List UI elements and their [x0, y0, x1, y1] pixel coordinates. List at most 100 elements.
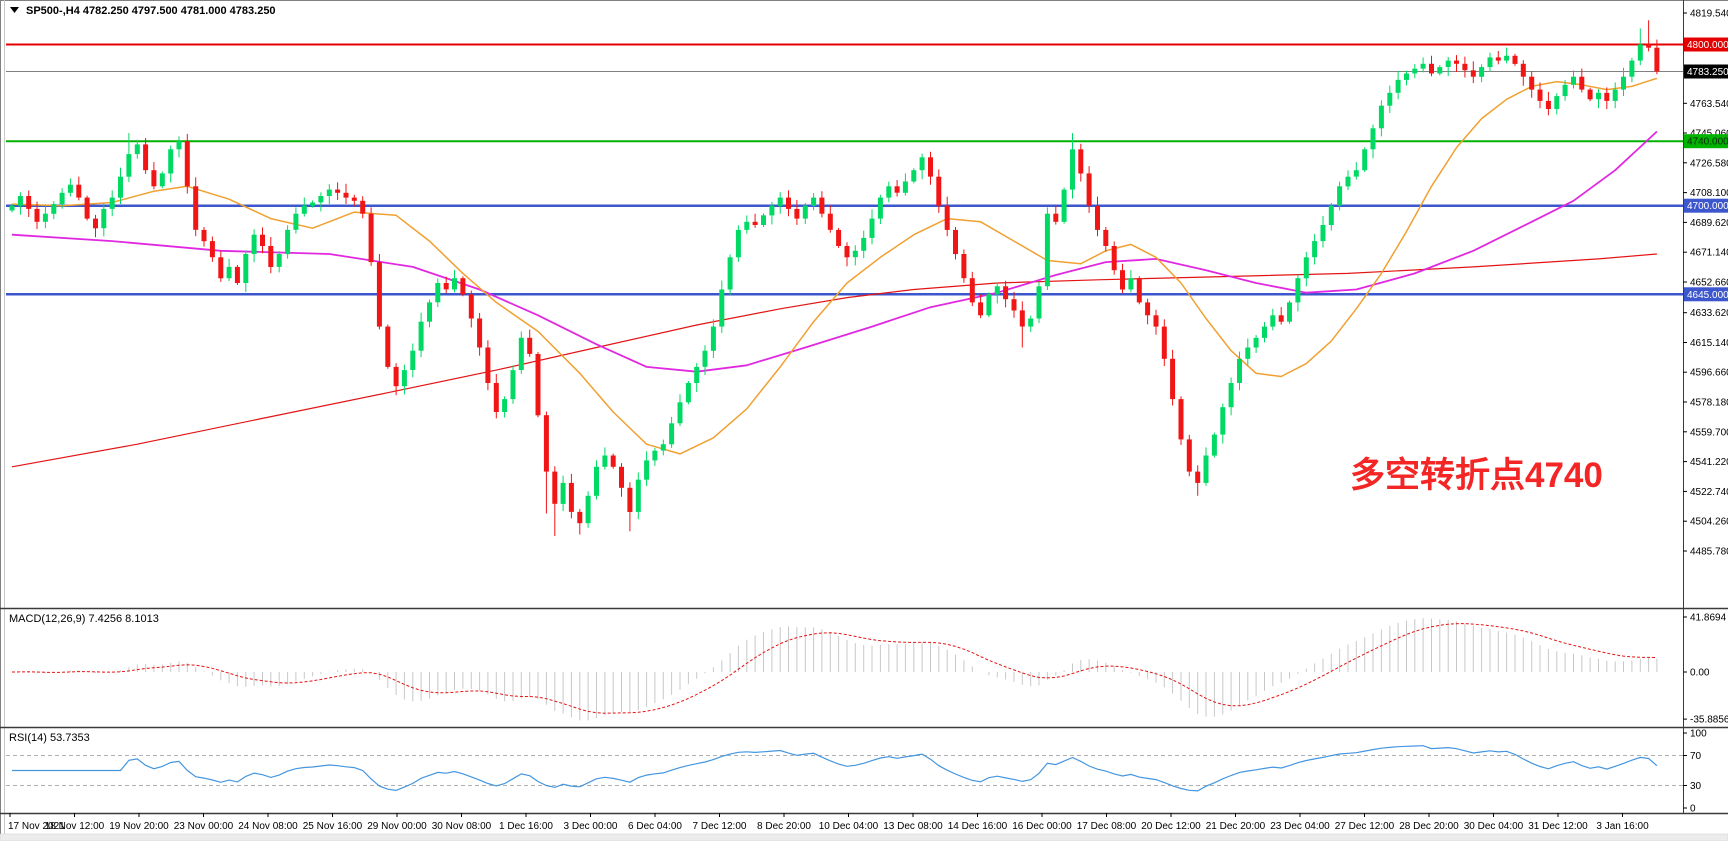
- rsi-axis-label: 30: [1690, 781, 1702, 792]
- price-axis[interactable]: 4819.540 4763.540 4745.060 4726.580 4708.100…: [1683, 9, 1728, 815]
- candle-body: [134, 144, 140, 155]
- annotation-text[interactable]: 多空转折点4740: [1350, 456, 1603, 495]
- candle-body: [251, 234, 257, 254]
- candle-body: [1437, 67, 1443, 74]
- candle-body: [911, 170, 917, 182]
- rsi-axis-label: 70: [1690, 751, 1702, 762]
- time-axis-label: 31 Dec 12:00: [1528, 821, 1588, 832]
- time-axis-label: 3 Jan 16:00: [1596, 821, 1649, 832]
- candle-body: [109, 197, 115, 209]
- candle-body: [168, 149, 174, 174]
- candle-body: [811, 197, 817, 206]
- candle-body: [1571, 76, 1576, 85]
- time-axis-label: 3 Dec 00:00: [564, 821, 618, 832]
- time-axis-label: 20 Dec 12:00: [1141, 821, 1201, 832]
- macd-signal-line: [11, 623, 1657, 714]
- candle-body: [1554, 96, 1560, 109]
- candle-body: [42, 213, 48, 222]
- price-axis-label: 4596.660: [1690, 368, 1728, 379]
- time-axis-label: 14 Dec 16:00: [948, 821, 1008, 832]
- candle-body: [953, 229, 958, 255]
- candle-body: [1353, 170, 1359, 177]
- candle-body: [552, 471, 558, 504]
- candle-body: [1529, 76, 1535, 90]
- candle-body: [1512, 55, 1518, 64]
- candle-body: [652, 450, 658, 461]
- candle-body: [1120, 270, 1125, 290]
- candle-body: [176, 141, 182, 150]
- candle-body: [1487, 57, 1493, 68]
- candle-body: [17, 196, 23, 206]
- candle-body: [368, 213, 374, 263]
- symbol-dropdown-icon[interactable]: [10, 7, 19, 13]
- candle-body: [260, 234, 265, 246]
- price-axis-label: 4689.620: [1690, 218, 1728, 229]
- candle-body: [869, 218, 875, 238]
- candle-body: [1078, 149, 1084, 174]
- candlestick-layer[interactable]: [9, 20, 1660, 537]
- candle-body: [285, 229, 291, 255]
- chart-canvas[interactable]: [6, 0, 1683, 608]
- candle-body: [769, 205, 775, 216]
- candle-body: [1287, 302, 1292, 322]
- candle-body: [928, 157, 933, 177]
- candle-body: [1044, 213, 1050, 287]
- candle-body: [1362, 149, 1368, 171]
- price-badge-label: 4645.000: [1687, 290, 1728, 301]
- macd-axis-label: 41.8694: [1690, 613, 1727, 624]
- candle-body: [727, 257, 733, 290]
- price-badge-label: 4783.250: [1687, 67, 1728, 78]
- candle-body: [310, 202, 316, 206]
- candle-body: [1237, 358, 1242, 383]
- candle-body: [1228, 383, 1234, 408]
- candle-body: [644, 460, 650, 480]
- candle-body: [1596, 92, 1601, 100]
- price-axis-label: 4559.700: [1690, 427, 1728, 438]
- ma-slow-line: [11, 253, 1657, 468]
- candle-body: [209, 241, 215, 258]
- candle-body: [1303, 257, 1309, 279]
- candle-body: [1545, 100, 1551, 109]
- candle-body: [76, 184, 82, 198]
- candle-body: [268, 246, 274, 267]
- candle-body: [735, 229, 741, 258]
- candle-body: [961, 254, 967, 279]
- candle-body: [1537, 89, 1543, 101]
- candle-body: [1253, 337, 1259, 348]
- candle-body: [560, 482, 566, 504]
- candle-body: [1220, 407, 1226, 435]
- price-badge: [1684, 64, 1728, 79]
- candle-body: [226, 266, 232, 279]
- candle-body: [518, 337, 524, 370]
- candle-body: [1345, 176, 1351, 187]
- candle-body: [9, 205, 15, 211]
- time-axis-label: 19 Nov 20:00: [109, 821, 169, 832]
- price-axis-label: 4708.100: [1690, 188, 1728, 199]
- level-lines: [6, 43, 1683, 296]
- candle-body: [635, 479, 641, 512]
- price-axis-label: 4485.780: [1690, 547, 1728, 558]
- candle-body: [819, 197, 825, 214]
- candle-body: [335, 189, 341, 193]
- candle-body: [1178, 399, 1184, 440]
- candle-body: [1070, 149, 1075, 190]
- price-axis-label: 4726.580: [1690, 158, 1728, 169]
- candle-body: [443, 283, 449, 290]
- candle-body: [1028, 318, 1034, 327]
- candle-body: [385, 326, 391, 367]
- candle-body: [1404, 73, 1409, 80]
- candle-body: [794, 208, 800, 219]
- candle-body: [894, 186, 900, 193]
- time-axis-label: 28 Dec 20:00: [1399, 821, 1459, 832]
- candle-body: [126, 154, 132, 177]
- time-axis-label: 30 Nov 08:00: [432, 821, 492, 832]
- candle-body: [410, 350, 416, 370]
- candle-body: [1003, 286, 1009, 300]
- candle-body: [1103, 229, 1109, 246]
- candle-body: [1337, 186, 1343, 206]
- time-axis-label: 25 Nov 16:00: [303, 821, 363, 832]
- candle-body: [1646, 44, 1652, 48]
